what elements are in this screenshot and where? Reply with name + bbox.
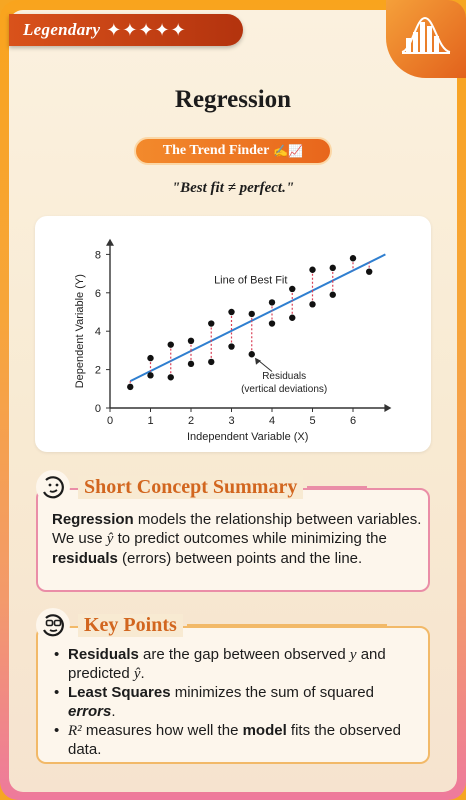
y-tick-label: 0: [95, 403, 101, 415]
kp2-term: Least Squares: [68, 684, 171, 701]
keypoints-list: Residuals are the gap between observed y…: [52, 646, 422, 760]
y-tick-label: 4: [95, 326, 101, 338]
x-tick-label: 0: [107, 415, 113, 427]
x-axis-label: Independent Variable (X): [187, 431, 309, 443]
summary-box: Regression models the relationship betwe…: [36, 488, 430, 592]
distribution-badge: [386, 0, 466, 78]
fit-annotation: Line of Best Fit: [214, 274, 287, 286]
summary-term: Regression: [52, 511, 134, 528]
summary-yhat: ŷ: [106, 531, 114, 547]
annotation-arrow-head: [254, 357, 261, 365]
kp2-a: minimizes the sum of squared: [170, 684, 374, 701]
kp2-errors: errors: [68, 702, 112, 720]
summary-t1: models the relationship between variable…: [52, 511, 422, 547]
kp1-yhat: ŷ: [133, 665, 141, 682]
kp3-r2: R²: [68, 723, 82, 739]
data-point: [349, 255, 357, 262]
x-tick-label: 6: [350, 415, 356, 427]
subtitle-label: The Trend Finder: [162, 143, 270, 158]
card-title: Regression: [174, 86, 292, 113]
data-point: [208, 320, 215, 327]
tagline-quote: "Best fit ≠ perfect.": [171, 180, 295, 196]
kp1-a: are the gap between observed: [138, 646, 350, 663]
data-point: [187, 337, 195, 344]
data-point: [228, 343, 235, 350]
summary-heading-text: Short Concept Summary: [78, 475, 304, 499]
y-tick-label: 8: [95, 249, 101, 261]
bell-curve-icon: [401, 16, 451, 54]
residuals-annotation-sub: (vertical deviations): [241, 384, 327, 395]
data-point: [329, 291, 336, 298]
keypoint-item: Least Squares minimizes the sum of squar…: [52, 684, 422, 721]
keypoints-box: Residuals are the gap between observed y…: [36, 626, 430, 764]
data-point: [248, 351, 255, 358]
data-point: [268, 299, 276, 306]
y-tick-label: 2: [95, 365, 101, 377]
y-tick-label: 6: [95, 288, 101, 300]
rarity-label: Legendary: [23, 20, 101, 39]
data-point: [309, 266, 316, 273]
summary-t2: to predict outcomes while minimizing the: [113, 530, 387, 547]
x-axis-arrow: [384, 404, 392, 412]
summary-t3: (errors) between points and the line.: [117, 550, 363, 567]
x-tick-label: 2: [188, 415, 194, 427]
keypoint-item: R² measures how well the model fits the …: [52, 722, 422, 759]
x-tick-label: 1: [147, 415, 153, 427]
regression-chart: 0 1 2 3 4 5 6 0 2 4 6 8 Independent Variable (X) Depe…: [74, 238, 392, 443]
summary-residuals: residuals: [52, 550, 118, 567]
keypoint-item: Residuals are the gap between observed y…: [52, 646, 422, 683]
kp3-b: fits the observed data.: [68, 722, 401, 758]
summary-text: Regression models the relationship betwe…: [52, 510, 422, 568]
data-point: [329, 264, 336, 272]
kp3-a: measures how well the: [81, 722, 243, 739]
data-point: [167, 341, 174, 348]
writing-chart-icon: ✍📈: [273, 143, 304, 158]
data-point: [147, 354, 154, 362]
kp1-term: Residuals: [68, 646, 139, 663]
x-tick-label: 3: [228, 415, 234, 427]
data-point: [309, 301, 316, 308]
kp1-y: y: [349, 647, 357, 663]
data-point: [208, 358, 215, 366]
keypoints-heading: Key Points: [36, 608, 387, 642]
y-axis-label: Dependent Variable (Y): [74, 274, 86, 388]
data-point: [289, 285, 296, 293]
keypoints-heading-text: Key Points: [78, 613, 183, 637]
data-point: [228, 308, 235, 316]
star-icons: ✦✦✦✦✦: [106, 19, 187, 40]
data-point: [127, 383, 134, 391]
kp1-b: and predicted: [68, 646, 386, 682]
data-point: [167, 374, 174, 381]
data-point: [289, 314, 296, 321]
chart-panel: 0 1 2 3 4 5 6 0 2 4 6 8 Independent Variable (X) Depe…: [35, 216, 431, 452]
residuals-annotation: Residuals: [262, 371, 306, 382]
data-point: [187, 360, 195, 368]
summary-heading: Short Concept Summary: [36, 470, 368, 504]
glasses-face-icon: [36, 608, 70, 642]
x-tick-label: 4: [269, 415, 275, 427]
y-axis-arrow: [106, 238, 114, 246]
kp2-c: .: [111, 702, 116, 720]
best-fit-line: [129, 253, 386, 383]
summary-heading-rule: [307, 486, 368, 488]
keypoints-heading-rule: [186, 624, 387, 626]
subtitle-pill: The Trend Finder ✍📈: [134, 137, 332, 165]
rarity-ribbon: Legendary ✦✦✦✦✦: [9, 14, 243, 46]
kp1-c: .: [140, 664, 145, 682]
thinking-face-icon: [36, 470, 70, 504]
data-point: [147, 372, 154, 379]
data-point: [268, 320, 276, 327]
data-point: [248, 310, 255, 318]
x-tick-label: 5: [309, 415, 315, 427]
data-point: [366, 268, 373, 275]
kp3-model: model: [242, 722, 287, 739]
